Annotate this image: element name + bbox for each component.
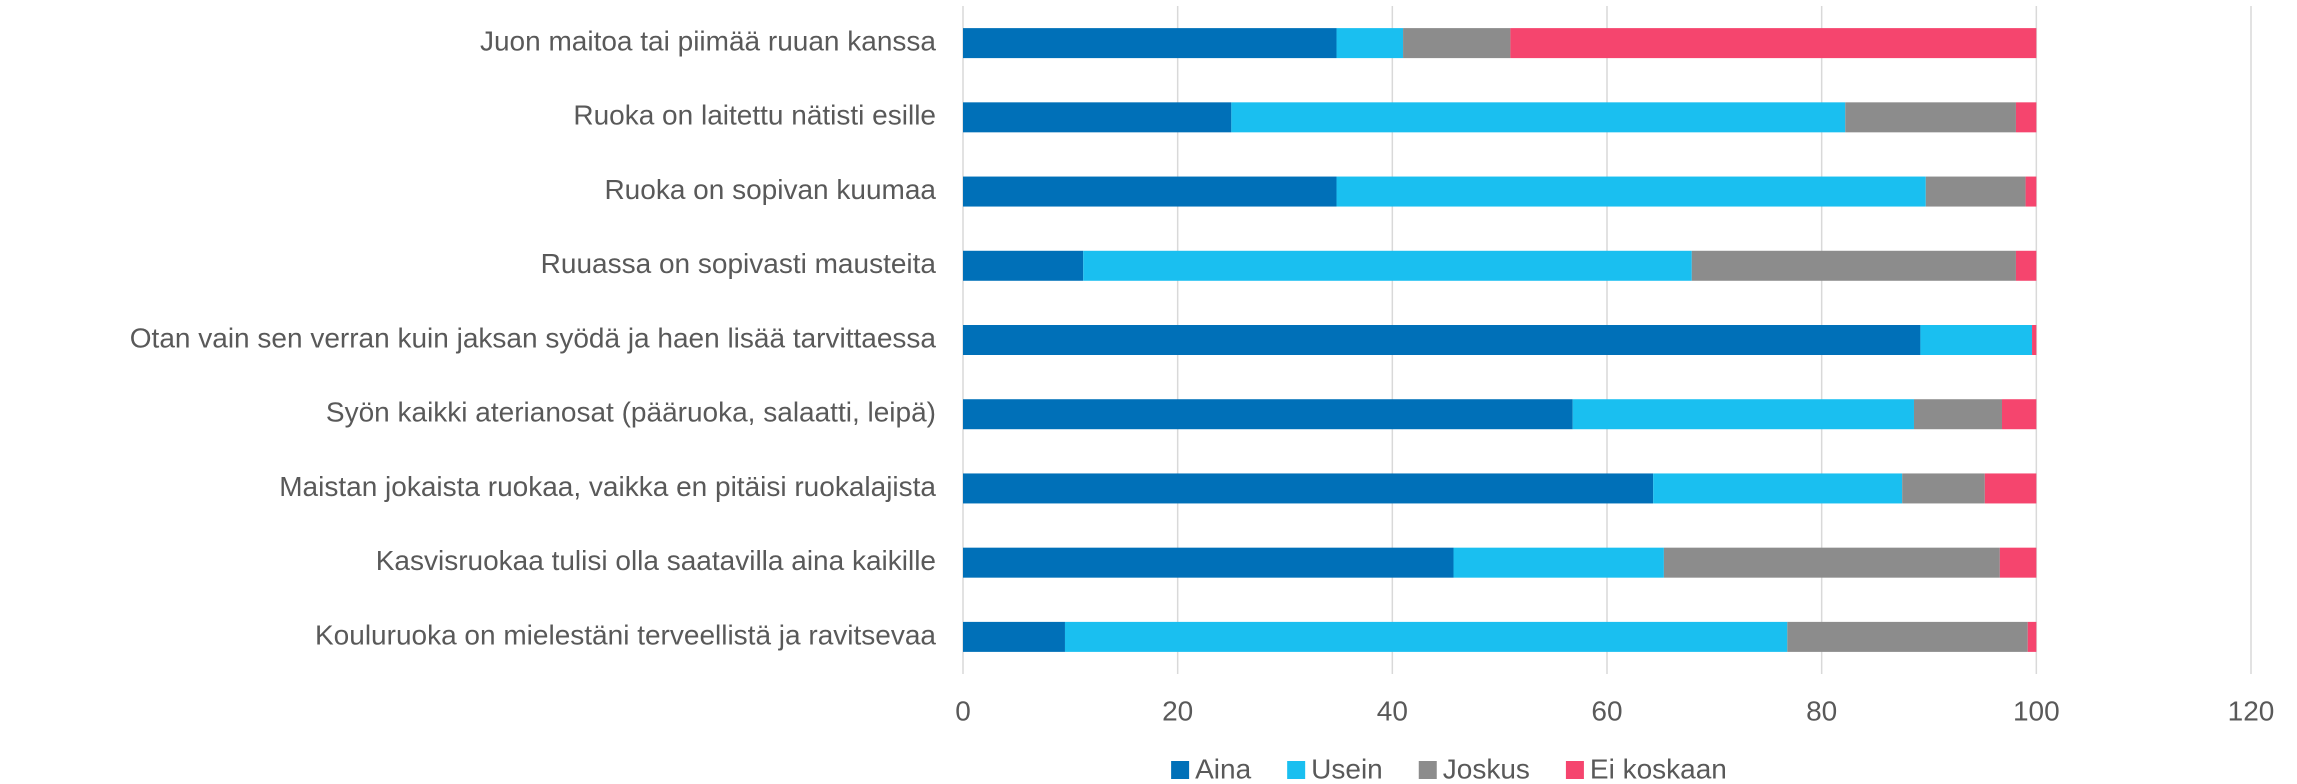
bar-segment [2015,250,2037,281]
x-tick-label: 100 [2013,695,2060,726]
bar-segment [1336,176,1926,207]
legend-label: Joskus [1443,753,1530,784]
bar-segment [963,250,1084,281]
x-tick-label: 120 [2228,695,2275,726]
bar-segment [1999,547,2037,578]
x-tick-label: 0 [955,695,971,726]
bar-segment [963,473,1654,504]
bar-segment [963,621,1065,652]
bar-segment [963,28,1337,59]
bar-segment [2001,399,2037,430]
bar-segment [1064,621,1788,652]
bar-segment [1787,621,2028,652]
bar-segment [963,102,1232,133]
bar-segment [963,176,1337,207]
bar-segment [1902,473,1985,504]
legend-label: Aina [1195,753,1251,784]
legend-swatch [1565,761,1584,779]
bar-segment [1691,250,2016,281]
bar-segment [1510,28,2037,59]
bar-segment [2027,621,2037,652]
bar-segment [1925,176,2026,207]
bar-segment [1913,399,2002,430]
bar-segment [1984,473,2037,504]
legend-swatch [1418,761,1437,779]
y-tick-label: Ruoka on sopivan kuumaa [604,174,936,205]
x-tick-label: 80 [1806,695,1837,726]
bar-segment [1336,28,1404,59]
bar-segment [2025,176,2037,207]
bar-segment [1231,102,1846,133]
bar-segment [1403,28,1511,59]
bar-segment [2032,325,2037,355]
x-tick-label: 20 [1162,695,1193,726]
bar-segment [963,325,1921,355]
legend-label: Usein [1311,753,1383,784]
bar-segment [2015,102,2037,133]
legend-label: Ei koskaan [1590,753,1727,784]
bar-segment [1845,102,2016,133]
legend-swatch [1287,761,1306,779]
bar-segment [1453,547,1664,578]
x-tick-label: 40 [1377,695,1408,726]
y-tick-label: Kouluruoka on mielestäni terveellistä ja… [315,619,936,650]
bar-segment [963,547,1454,578]
x-tick-label: 60 [1591,695,1622,726]
y-tick-label: Maistan jokaista ruokaa, vaikka en pitäi… [279,471,936,502]
bar-segment [963,399,1573,430]
y-tick-label: Kasvisruokaa tulisi olla saatavilla aina… [376,545,936,576]
bar-segment [1653,473,1903,504]
legend-swatch [1171,761,1190,779]
bar-segment [1663,547,2000,578]
bar-segment [1572,399,1914,430]
bar-segment [1920,325,2033,355]
y-tick-label: Ruuassa on sopivasti mausteita [541,248,937,279]
y-tick-label: Juon maitoa tai piimää ruuan kanssa [480,26,936,57]
bar-segment [1083,250,1692,281]
y-tick-label: Ruoka on laitettu nätisti esille [573,100,936,131]
y-tick-label: Otan vain sen verran kuin jaksan syödä j… [130,322,937,353]
y-tick-label: Syön kaikki aterianosat (pääruoka, salaa… [326,397,936,428]
